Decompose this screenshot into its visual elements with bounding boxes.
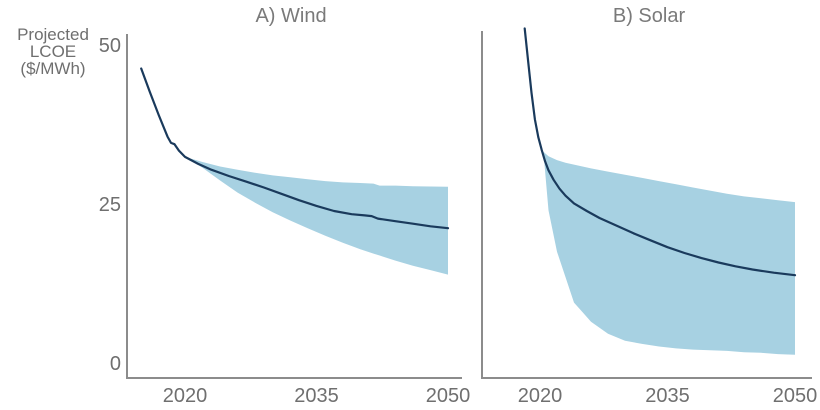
solar-median-line — [523, 27, 797, 277]
solar-panel-title: B) Solar — [613, 5, 686, 27]
wind-x-tick-2035: 2035 — [294, 385, 339, 407]
wind-x-tick-2050: 2050 — [426, 385, 471, 407]
wind-uncertainty-band — [185, 156, 448, 275]
solar-x-tick-2020: 2020 — [518, 385, 563, 407]
wind-x-tick-2020: 2020 — [163, 385, 208, 407]
y-axis-label-line: LCOE — [29, 42, 77, 61]
solar-uncertainty-band — [543, 151, 795, 355]
wind-panel-title: A) Wind — [255, 5, 326, 27]
wind-median-line — [140, 67, 450, 230]
solar-x-tick-2050: 2050 — [773, 385, 818, 407]
y-axis-label-line: Projected — [17, 25, 89, 44]
y-axis-label: Projected LCOE ($/MWh) — [4, 26, 102, 77]
solar-axis — [481, 31, 812, 379]
solar-x-tick-2035: 2035 — [645, 385, 690, 407]
wind-axis — [126, 34, 462, 379]
y-tick-0: 0 — [110, 353, 121, 375]
y-tick-50: 50 — [99, 35, 121, 57]
y-axis-label-line: ($/MWh) — [20, 59, 86, 78]
y-tick-25: 25 — [99, 194, 121, 216]
